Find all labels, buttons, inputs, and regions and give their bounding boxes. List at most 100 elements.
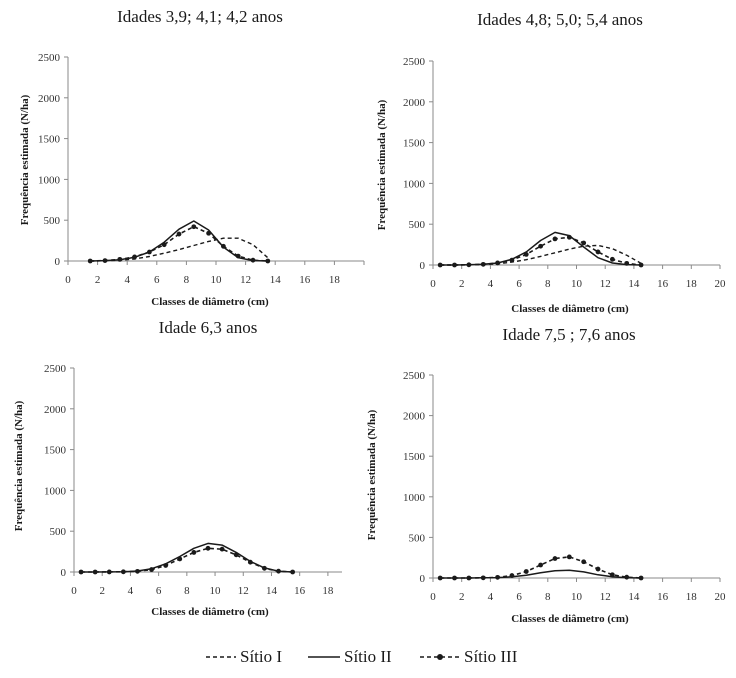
data-point	[117, 256, 123, 262]
data-point	[265, 258, 271, 264]
y-tick-label: 2000	[44, 404, 67, 416]
x-tick-label: 4	[488, 278, 494, 290]
data-point	[538, 243, 544, 249]
x-tick-label: 0	[430, 591, 436, 603]
x-tick-label: 14	[266, 585, 278, 597]
legend-label-1: Sítio I	[240, 647, 282, 666]
data-point	[437, 262, 443, 268]
data-point	[566, 234, 572, 240]
data-point	[106, 569, 112, 575]
chart-title: Idades 3,9; 4,1; 4,2 anos	[117, 7, 283, 26]
y-tick-label: 0	[420, 573, 426, 585]
y-tick-label: 0	[61, 567, 67, 579]
x-tick-label: 0	[430, 278, 436, 290]
data-point	[624, 574, 630, 580]
x-tick-label: 14	[628, 278, 640, 290]
x-tick-label: 2	[459, 278, 465, 290]
x-tick-label: 12	[600, 278, 611, 290]
data-point	[552, 556, 558, 561]
data-point	[523, 251, 529, 257]
data-point	[495, 260, 500, 266]
y-tick-label: 2000	[403, 97, 426, 109]
data-point	[566, 554, 572, 560]
y-axis-label: Frequência estimada (N/ha)	[13, 400, 25, 531]
data-point	[581, 240, 587, 246]
y-tick-label: 1000	[38, 174, 61, 186]
chart-title: Idade 7,5 ; 7,6 anos	[502, 325, 635, 344]
x-tick-label: 6	[516, 591, 522, 603]
data-point	[92, 569, 98, 575]
series-line-sítio-i	[440, 244, 642, 266]
y-tick-label: 2500	[38, 52, 61, 64]
data-point	[638, 262, 644, 268]
legend-label-3: Sítio III	[464, 647, 518, 666]
data-point	[87, 258, 93, 264]
x-tick-label: 8	[184, 585, 190, 597]
data-point	[235, 253, 241, 259]
data-point	[132, 254, 138, 260]
x-tick-label: 8	[545, 278, 551, 290]
data-point	[595, 249, 601, 255]
data-point	[233, 552, 239, 558]
data-point	[250, 257, 256, 263]
data-point	[609, 572, 615, 578]
y-tick-label: 500	[409, 532, 426, 544]
x-tick-label: 8	[545, 591, 551, 603]
data-point	[581, 559, 587, 565]
y-tick-label: 1500	[403, 451, 426, 463]
x-tick-label: 18	[329, 274, 341, 286]
data-point	[452, 262, 457, 268]
data-point	[466, 575, 472, 581]
y-tick-label: 1500	[403, 138, 426, 150]
data-point	[452, 575, 457, 581]
x-tick-label: 16	[299, 274, 311, 286]
data-point	[523, 569, 529, 574]
data-point	[609, 256, 615, 262]
data-point	[276, 568, 281, 574]
data-point	[509, 257, 515, 263]
data-point	[221, 243, 226, 249]
data-point	[290, 569, 296, 575]
y-tick-label: 2000	[38, 93, 61, 105]
data-point	[149, 567, 154, 572]
x-tick-label: 6	[516, 278, 522, 290]
x-tick-label: 18	[686, 278, 698, 290]
y-axis-label: Frequência estimada (N/ha)	[376, 99, 388, 230]
x-tick-label: 6	[156, 585, 162, 597]
x-tick-label: 6	[154, 274, 160, 286]
series-line-sítio-iii	[81, 547, 293, 573]
x-tick-label: 0	[71, 585, 77, 597]
data-point	[247, 559, 253, 565]
y-axis-label: Frequência estimada (N/ha)	[19, 94, 31, 225]
data-point	[595, 566, 601, 572]
x-tick-label: 12	[600, 591, 611, 603]
x-axis-label: Classes de diâmetro (cm)	[511, 303, 629, 315]
x-tick-label: 14	[270, 274, 282, 286]
y-tick-label: 1500	[38, 134, 61, 146]
x-tick-label: 12	[238, 585, 249, 597]
data-point	[147, 249, 152, 255]
chart-title: Idade 6,3 anos	[159, 318, 258, 337]
series-line-sítio-ii	[440, 569, 642, 579]
x-tick-label: 2	[95, 274, 101, 286]
chart-panel-3: Idade 6,3 anos 0 500 1000 1500 2000 2500 0 2 4 6 8 1…	[13, 318, 342, 618]
y-tick-label: 1000	[403, 178, 426, 190]
data-point	[466, 262, 472, 268]
data-point	[205, 545, 211, 551]
data-point	[206, 230, 212, 236]
y-tick-label: 2000	[403, 411, 426, 423]
data-point	[161, 242, 167, 248]
y-tick-label: 2500	[44, 363, 67, 375]
legend: Sítio I Sítio II Sítio III	[206, 647, 518, 666]
data-point	[480, 575, 486, 581]
legend-label-2: Sítio II	[344, 647, 392, 666]
data-point	[509, 573, 515, 578]
data-point	[552, 236, 558, 242]
series-line-sítio-iii	[440, 236, 642, 266]
y-tick-label: 500	[50, 526, 67, 538]
x-tick-label: 20	[715, 278, 727, 290]
data-point	[538, 562, 544, 568]
x-tick-label: 18	[322, 585, 334, 597]
y-tick-label: 1000	[44, 485, 67, 497]
